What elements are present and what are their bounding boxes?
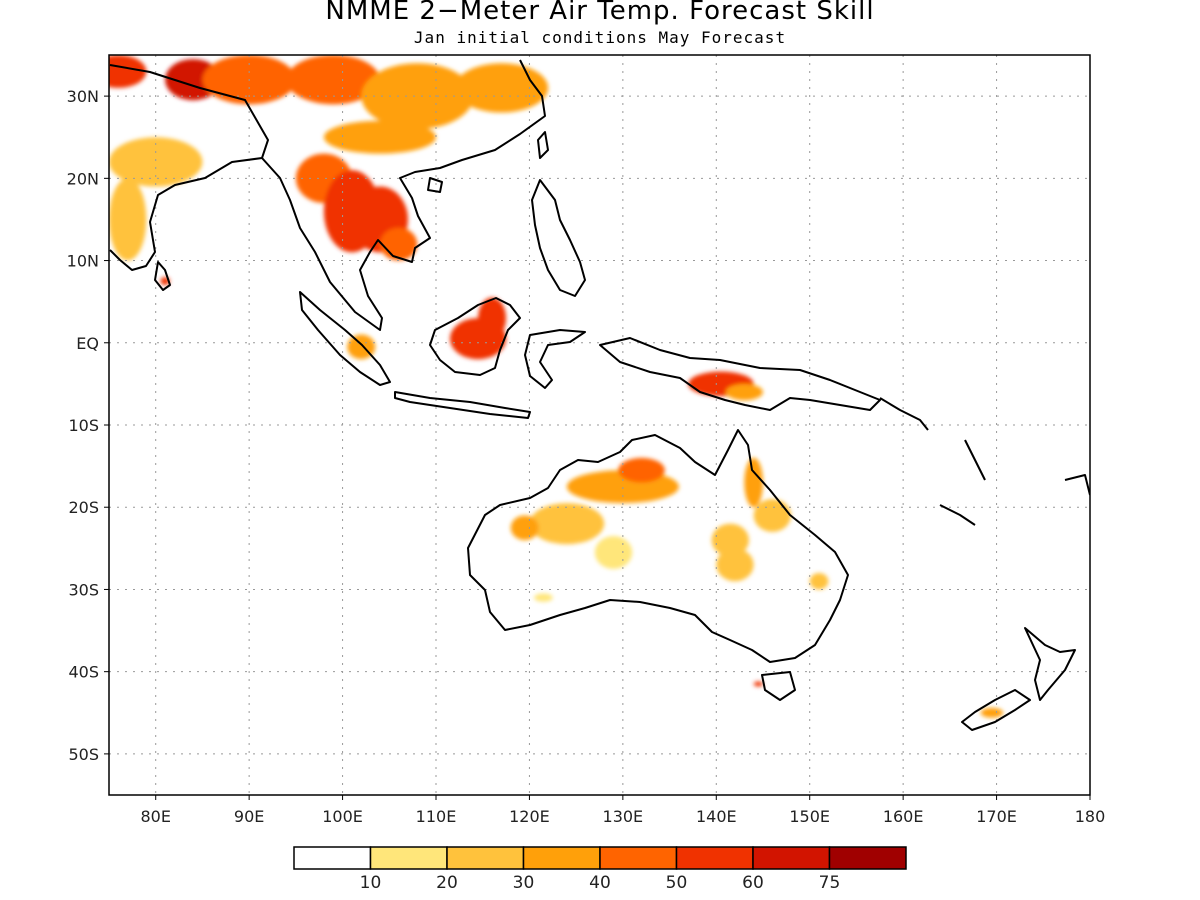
coastline-hainan [427, 177, 443, 193]
coastline-bay-of-bengal [261, 59, 546, 331]
lon-tick-label: 150E [789, 807, 830, 826]
chart-subtitle: Jan initial conditions May Forecast [413, 28, 787, 47]
colorbar-label: 50 [666, 873, 688, 893]
coastline-borneo [429, 297, 521, 376]
colorbar-swatch [599, 846, 678, 870]
colorbar-label: 20 [436, 873, 458, 893]
coastline-new-guinea [599, 337, 881, 411]
skill-patch [716, 548, 754, 582]
lat-tick-label: 40S [68, 663, 99, 682]
colorbar-swatch [752, 846, 831, 870]
lat-tick-label: 10N [67, 252, 99, 271]
colorbar: 10 20 30 40 50 60 75 [293, 846, 907, 893]
coastline-sulawesi [524, 329, 586, 389]
skill-patch [109, 137, 203, 187]
skill-patch [286, 55, 380, 105]
lat-tick-label: 30S [68, 580, 99, 599]
coastline-nz-north [1024, 627, 1076, 701]
skill-patch [753, 499, 792, 532]
skill-patch [980, 707, 1004, 718]
colorbar-label: 40 [589, 873, 611, 893]
lon-tick-label: 90E [234, 807, 264, 826]
colorbar-swatch [293, 846, 372, 870]
map-gridlines [109, 55, 1090, 795]
skill-patch [109, 178, 147, 261]
lon-tick-label: 140E [696, 807, 737, 826]
coastline-philippines [531, 179, 586, 297]
lon-tick-label: 130E [603, 807, 644, 826]
coastline-fiji [1064, 474, 1090, 496]
skill-patch [529, 503, 605, 545]
colorbar-swatch [675, 846, 754, 870]
coastline-vanuatu [964, 439, 986, 481]
lon-tick-label: 180 [1075, 807, 1106, 826]
skill-patch [534, 593, 553, 602]
lon-tick-label: 120E [509, 807, 550, 826]
coastline-new-caledonia [939, 504, 976, 526]
skill-patch [323, 120, 437, 154]
lon-tick-label: 80E [140, 807, 170, 826]
skill-patch [809, 573, 829, 590]
coastlines [109, 59, 1090, 731]
colorbar-label: 60 [742, 873, 764, 893]
skill-patch [618, 457, 665, 483]
coastline-sumatra [299, 291, 391, 386]
coastline-taiwan [537, 131, 549, 159]
colorbar-label: 30 [513, 873, 535, 893]
coastline-asia [109, 64, 269, 271]
colorbar-swatch [522, 846, 601, 870]
skill-patch [594, 536, 633, 569]
colorbar-label: 10 [360, 873, 382, 893]
skill-patch [379, 227, 418, 261]
axis-ticks: 80E 90E 100E 110E 120E 130E 140E 150E 160E 170E 18… [67, 87, 1106, 826]
lat-tick-label: EQ [76, 334, 99, 353]
coastline-tasmania [761, 671, 796, 701]
colorbar-swatch [446, 846, 525, 870]
lat-tick-label: 10S [68, 416, 99, 435]
skill-patch [454, 63, 549, 113]
coastline-australia [467, 429, 849, 663]
lon-tick-label: 170E [976, 807, 1017, 826]
lat-tick-label: 20N [67, 169, 99, 188]
colorbar-label: 75 [819, 873, 841, 893]
lon-tick-label: 100E [322, 807, 363, 826]
lat-tick-label: 30N [67, 87, 99, 106]
skill-patch [753, 681, 763, 687]
coastline-java [394, 391, 531, 419]
skill-patch [109, 55, 147, 88]
coastline-nz-south [961, 689, 1031, 731]
colorbar-swatch [369, 846, 448, 870]
coastline-solomons [879, 397, 929, 431]
lat-tick-label: 20S [68, 498, 99, 517]
lon-tick-label: 110E [416, 807, 457, 826]
skill-shading [109, 55, 1004, 718]
chart-title: NMME 2−Meter Air Temp. Forecast Skill [325, 0, 875, 26]
skill-patch [510, 515, 539, 541]
skill-patch [725, 383, 763, 401]
colorbar-swatch [828, 846, 907, 870]
coastline-sri-lanka [154, 261, 171, 291]
skill-patch [711, 523, 749, 557]
skill-patch [744, 457, 764, 508]
skill-patch [361, 63, 474, 129]
lon-tick-label: 160E [883, 807, 924, 826]
skill-patch [478, 297, 507, 339]
lat-tick-label: 50S [68, 745, 99, 764]
